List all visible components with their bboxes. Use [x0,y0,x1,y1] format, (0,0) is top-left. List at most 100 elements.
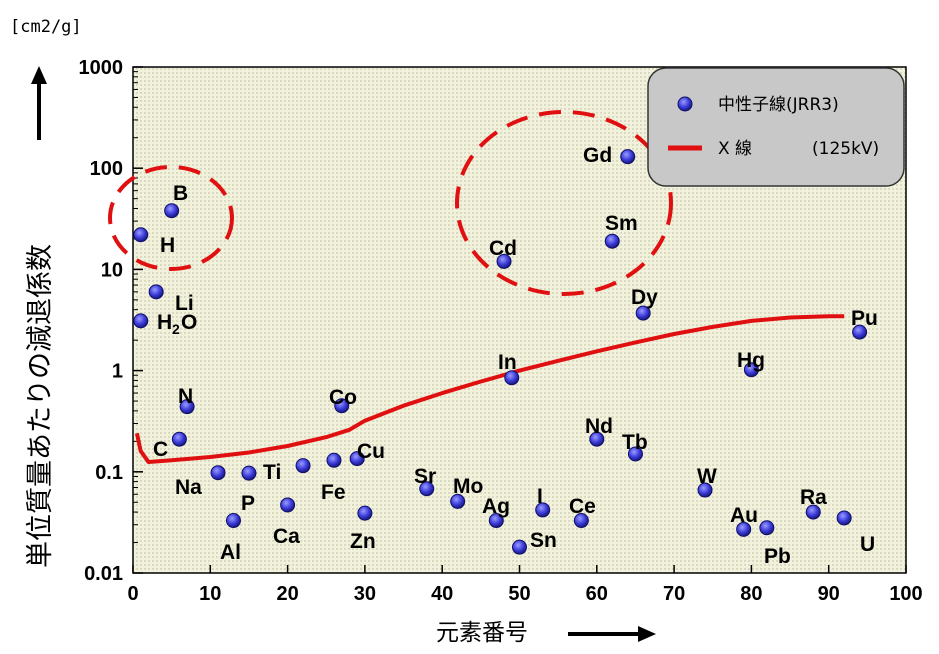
point-u [836,510,852,526]
y-tick-label: 10 [101,259,123,281]
label-u: U [860,533,875,556]
x-tick-label: 10 [199,583,221,605]
label-fe: Fe [321,481,346,504]
highlight-circle-rare-earth [455,110,673,296]
x-tick-label: 40 [431,583,453,605]
point-cd [496,253,512,269]
label-p: P [241,492,255,515]
point-b [164,203,180,219]
label-in: In [498,351,517,374]
point-pu [852,324,868,340]
point-co [334,398,350,414]
y-tick-label: 1000 [79,57,124,79]
x-tick-label: 30 [354,583,376,605]
x-axis-label: 元素番号 [436,620,528,646]
label-ti: Ti [263,461,281,484]
label-h2o-sub: 2 [172,321,180,337]
neutron-points [133,149,868,555]
point-h2o [133,313,149,329]
point-p [241,465,257,481]
point-sm [604,233,620,249]
x-tick-label: 20 [276,583,298,605]
point-ti [295,458,311,474]
point-sr [419,481,435,497]
label-sn: Sn [530,529,557,552]
point-cu [349,451,365,467]
label-h2o-tail: O [181,311,197,334]
legend-box [647,67,905,187]
label-pb: Pb [764,545,791,568]
y-tick-label: 100 [90,158,123,180]
point-dy [635,305,651,321]
point-ra [805,504,821,520]
legend: 中性子線(JRR3) X 線 (125kV) [647,67,905,187]
label-b: B [173,182,188,205]
highlight-circle-light-elements [108,165,234,271]
point-na [210,465,226,481]
point-au [736,521,752,537]
point-nd [589,431,605,447]
x-tick-label: 50 [508,583,530,605]
label-li: Li [175,292,194,315]
point-ce [573,513,589,529]
x-tick-label: 100 [889,583,922,605]
point-zn [357,505,373,521]
point-c [171,431,187,447]
label-h2o-main: H [157,311,172,334]
label-tb: Tb [622,431,648,454]
label-pu: Pu [851,307,878,330]
point-pb [759,520,775,536]
y-ticks: 0.01 0.1 1 10 100 1000 [79,57,143,585]
label-ce: Ce [569,495,596,518]
y-axis-label: 単位質量あたりの減退係数 [25,244,56,568]
label-i: I [537,485,543,508]
point-i [535,502,551,518]
label-zn: Zn [350,530,376,553]
x-tick-label: 0 [127,583,138,605]
x-axis-arrow [568,626,656,642]
label-au: Au [730,504,758,527]
point-w [697,482,713,498]
label-n: N [178,385,193,408]
point-h [133,227,149,243]
y-tick-label: 1 [112,361,123,383]
x-tick-label: 70 [663,583,685,605]
legend-neutron-label: 中性子線(JRR3) [718,95,839,115]
legend-xray-label: X 線 [718,139,752,159]
label-cu: Cu [357,440,385,463]
x-tick-label: 60 [586,583,608,605]
point-sn [512,539,527,555]
label-ag: Ag [482,495,510,518]
point-mo [450,493,466,509]
label-al: Al [220,541,241,564]
point-in [504,370,520,386]
point-al [225,513,241,529]
label-c: C [153,438,168,461]
label-cd: Cd [489,237,517,260]
y-tick-label: 0.01 [84,563,123,585]
label-w: W [697,465,717,488]
x-tick-label: 80 [740,583,762,605]
point-hg [743,362,759,378]
point-gd [620,149,636,165]
label-sr: Sr [414,465,436,488]
point-fe [326,452,342,468]
label-ra: Ra [800,486,827,509]
label-sm: Sm [605,212,638,235]
label-na: Na [175,476,202,499]
legend-xray-energy: (125kV) [812,139,879,159]
point-tb [627,446,643,462]
legend-point-marker [677,96,693,112]
label-dy: Dy [631,286,658,309]
label-mo: Mo [453,475,483,498]
label-h: H [160,234,175,257]
x-ticks: 0 10 20 30 40 50 60 70 80 90 100 [127,565,923,605]
y-tick-label: 0.1 [95,462,123,484]
label-co: Co [329,386,357,409]
xray-attenuation-line [134,314,845,464]
x-tick-label: 90 [818,583,840,605]
point-li [148,284,164,300]
